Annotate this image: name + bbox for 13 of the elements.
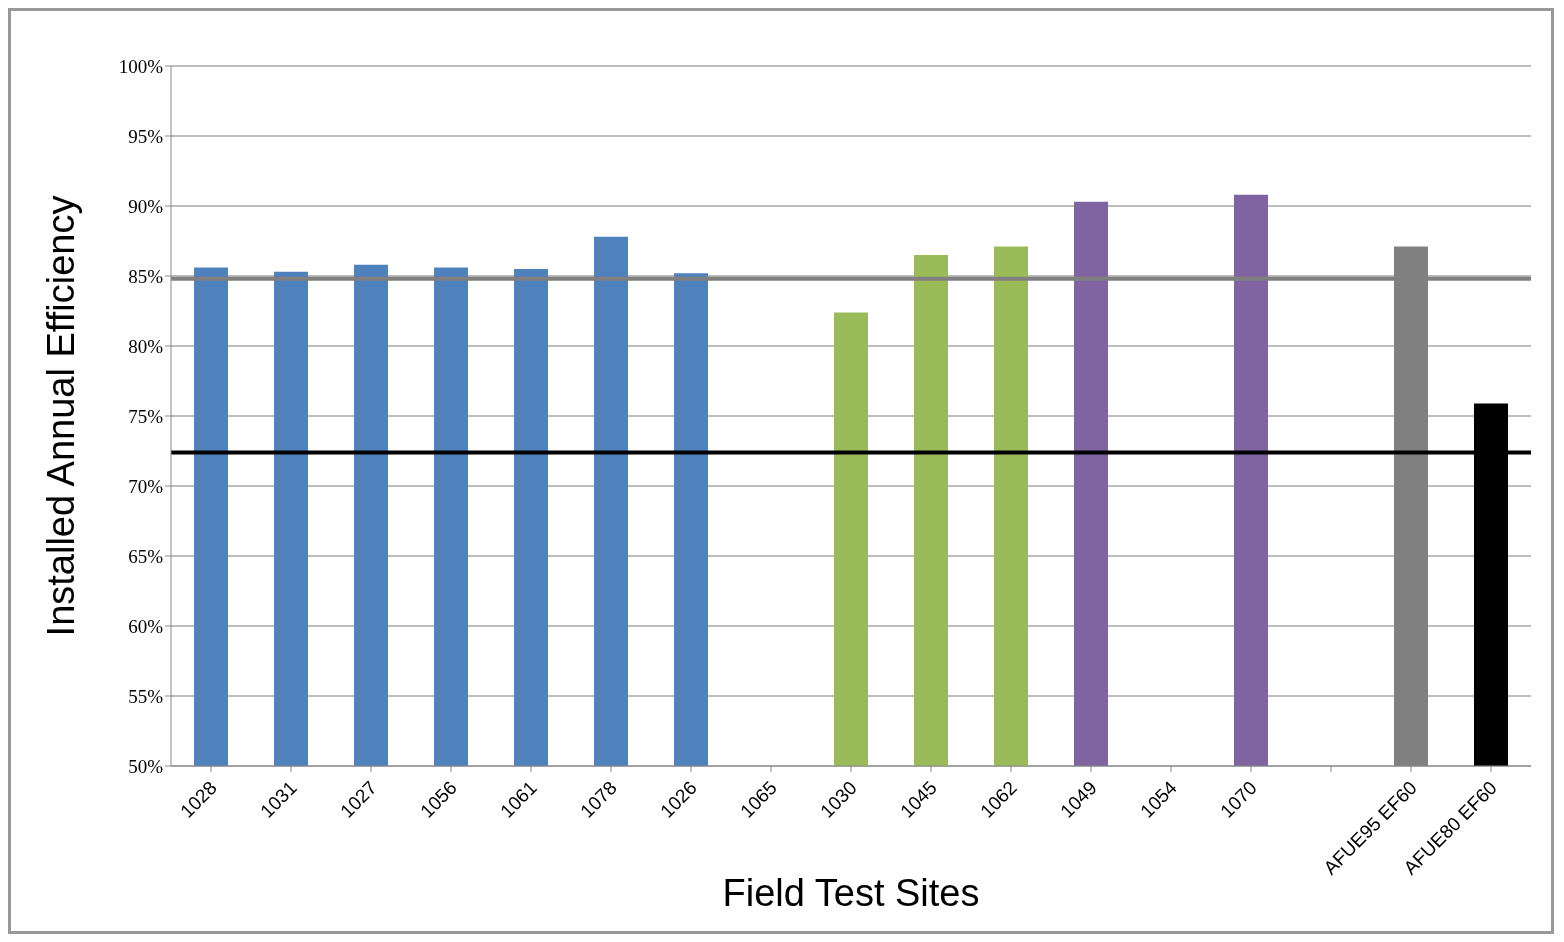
y-tick-label: 80% bbox=[128, 335, 164, 357]
y-axis-title: Installed Annual Efficiency bbox=[40, 195, 83, 637]
y-tick-label: 55% bbox=[128, 685, 164, 707]
x-axis-title: Field Test Sites bbox=[722, 872, 980, 914]
y-tick-label: 100% bbox=[118, 55, 164, 77]
y-tick-label: 75% bbox=[128, 405, 164, 427]
y-tick-label: 95% bbox=[128, 125, 164, 147]
y-tick-label: 65% bbox=[128, 545, 164, 567]
y-tick-label: 90% bbox=[128, 195, 164, 217]
y-tick-label: 60% bbox=[128, 615, 164, 637]
y-tick-label: 70% bbox=[128, 475, 164, 497]
y-tick-label: 85% bbox=[128, 265, 164, 287]
y-tick-label: 50% bbox=[128, 755, 164, 777]
